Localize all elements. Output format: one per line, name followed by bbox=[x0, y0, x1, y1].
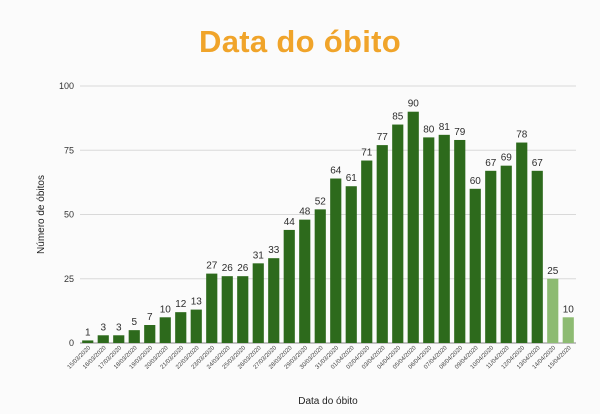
bar bbox=[500, 165, 512, 343]
bar-value-label: 67 bbox=[532, 158, 544, 169]
bar-value-label: 48 bbox=[299, 207, 311, 218]
y-tick-label: 100 bbox=[59, 81, 74, 91]
bar-value-label: 69 bbox=[501, 153, 513, 164]
bar bbox=[190, 309, 202, 343]
bar-value-label: 31 bbox=[253, 250, 265, 261]
y-tick-label: 75 bbox=[64, 145, 74, 155]
y-tick-label: 50 bbox=[64, 210, 74, 220]
bar bbox=[423, 137, 435, 343]
bar-value-label: 12 bbox=[175, 299, 187, 310]
bar-value-label: 81 bbox=[439, 122, 451, 133]
bar bbox=[175, 312, 187, 343]
bar-value-label: 1 bbox=[85, 327, 91, 338]
bar-value-label: 5 bbox=[131, 317, 137, 328]
bar bbox=[361, 160, 373, 343]
bar bbox=[469, 188, 481, 343]
bar bbox=[392, 124, 404, 343]
y-tick-label: 25 bbox=[64, 274, 74, 284]
bar bbox=[345, 186, 357, 343]
bar-value-label: 33 bbox=[268, 245, 280, 256]
bar bbox=[237, 276, 249, 343]
bar-value-label: 3 bbox=[116, 322, 122, 333]
bar-value-label: 25 bbox=[547, 266, 559, 277]
bar bbox=[283, 229, 295, 343]
bar bbox=[268, 258, 280, 343]
bar bbox=[454, 139, 466, 343]
bar bbox=[314, 209, 326, 343]
bar bbox=[221, 276, 233, 343]
bar-value-label: 26 bbox=[222, 263, 234, 274]
bar-value-label: 80 bbox=[423, 124, 435, 135]
bar bbox=[82, 340, 94, 343]
bar-value-label: 79 bbox=[454, 127, 466, 138]
chart-title: Data do óbito bbox=[199, 24, 401, 59]
bar bbox=[252, 263, 264, 343]
bar bbox=[547, 278, 559, 343]
x-axis-title: Data do óbito bbox=[298, 396, 358, 407]
bar bbox=[113, 335, 125, 343]
bar-value-label: 71 bbox=[361, 148, 373, 159]
bar-value-label: 77 bbox=[377, 132, 389, 143]
bar-value-label: 27 bbox=[206, 261, 218, 272]
bar bbox=[144, 325, 156, 343]
bar-value-label: 10 bbox=[563, 304, 575, 315]
bar bbox=[516, 142, 528, 343]
bar-value-label: 64 bbox=[330, 166, 342, 177]
bar bbox=[299, 219, 311, 343]
bar bbox=[531, 170, 543, 343]
bar-value-label: 44 bbox=[284, 217, 296, 228]
bar-value-label: 78 bbox=[516, 130, 528, 141]
bar-value-label: 10 bbox=[160, 304, 172, 315]
bar bbox=[485, 170, 497, 343]
bar bbox=[562, 317, 574, 343]
bar bbox=[128, 330, 140, 343]
bar-value-label: 26 bbox=[237, 263, 249, 274]
bar bbox=[438, 134, 450, 343]
bar-value-label: 7 bbox=[147, 312, 153, 323]
bar-value-label: 85 bbox=[392, 112, 404, 123]
bar-value-label: 67 bbox=[485, 158, 497, 169]
bar-value-label: 52 bbox=[315, 196, 327, 207]
bar bbox=[206, 273, 218, 343]
y-axis-title: Número de óbitos bbox=[36, 175, 47, 254]
bar bbox=[407, 111, 419, 343]
bar-value-label: 61 bbox=[346, 173, 358, 184]
bar bbox=[330, 178, 342, 343]
bar-value-label: 60 bbox=[470, 176, 482, 187]
bar bbox=[376, 145, 388, 343]
bar-value-label: 3 bbox=[100, 322, 106, 333]
bar-value-label: 90 bbox=[408, 99, 420, 110]
bar bbox=[97, 335, 109, 343]
bar-value-label: 13 bbox=[191, 297, 203, 308]
bar bbox=[159, 317, 171, 343]
y-tick-label: 0 bbox=[69, 338, 74, 348]
